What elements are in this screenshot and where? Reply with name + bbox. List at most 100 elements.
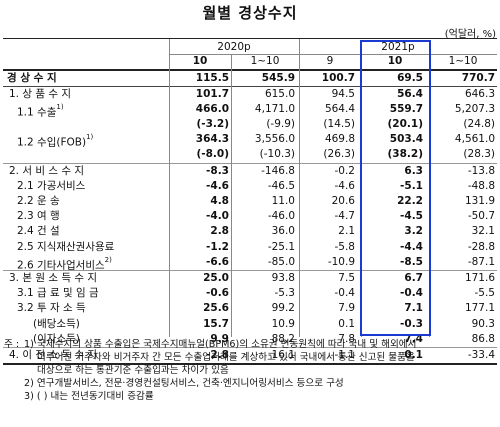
row-label: 3.2 투 자 소 득	[17, 302, 86, 315]
row-label: (이자소득)	[33, 332, 80, 345]
cell-col-5: 90.3	[471, 317, 495, 330]
cell-col-3: -4.7	[334, 210, 356, 223]
table-body: 경 상 수 지 115.5 545.9 100.7 69.5 770.7 1. 상 품 수 …	[3, 71, 497, 365]
cell-col-1: 9.9	[210, 332, 229, 345]
cell-col-3: -10.9	[327, 255, 355, 268]
cell-col-4: (20.1)	[387, 118, 423, 131]
header-col-1: 10	[192, 55, 208, 67]
row-label-footnote-mark: 2)	[104, 255, 112, 264]
cell-col-5: 770.7	[461, 71, 495, 84]
cell-col-1: -4.6	[206, 179, 229, 192]
row-label: 2. 서 비 스 수 지	[9, 164, 85, 177]
cell-col-4: 559.7	[389, 102, 423, 115]
header-year-2020: 2020p	[217, 41, 251, 53]
row-label: 경 상 수 지	[7, 71, 57, 84]
cell-col-1: -4.0	[206, 210, 229, 223]
cell-col-2: 11.0	[271, 195, 295, 207]
header-col-3: 9	[326, 55, 334, 67]
cell-col-2: -146.8	[261, 164, 295, 177]
table-row: 3.2 투 자 소 득 25.6 99.2 7.9 7.1 177.1	[3, 301, 497, 316]
cell-col-5: 4,561.0	[454, 133, 495, 146]
table-row: 4. 이 전 소 득 수 지 -2.8 -16.1 -1.1 0.1 -33.4	[3, 348, 497, 363]
row-label: 2.4 건 설	[17, 225, 60, 238]
cell-col-1: 115.5	[195, 71, 229, 84]
footnotes: 주 : 1) 국제수지의 상품 수출입은 국제수지매뉴얼(BPM6)의 소유권 …	[4, 338, 496, 403]
cell-col-4: -5.1	[400, 179, 423, 192]
cell-col-5: (28.3)	[463, 148, 495, 161]
row-label: 3. 본 원 소 득 수 지	[9, 271, 98, 284]
cell-col-4: 6.3	[404, 164, 423, 177]
table-row: 2.5 지식재산권사용료 -1.2 -25.1 -5.8 -4.4 -28.8	[3, 240, 497, 255]
row-label: 2.2 운 송	[17, 195, 60, 207]
header-col-4: 10	[387, 55, 403, 67]
cell-col-4: 0.1	[404, 348, 423, 361]
table-row: 2.3 여 행 -4.0 -46.0 -4.7 -4.5 -50.7	[3, 209, 497, 224]
table-row: (-8.0) (-10.3) (26.3) (38.2) (28.3)	[3, 147, 497, 162]
footnote-2: 2) 연구개발서비스, 전문·경영컨설팅서비스, 건축·엔지니어링서비스 등으로…	[24, 378, 344, 389]
cell-col-2: 615.0	[264, 87, 295, 100]
cell-col-1: -8.3	[206, 164, 229, 177]
cell-col-5: -5.5	[474, 287, 496, 300]
table-row: 1.2 수입(FOB)1) 364.3 3,556.0 469.8 503.4 4,561…	[3, 132, 497, 149]
header-col-2: 1~10	[250, 55, 280, 67]
cell-col-2: -46.0	[267, 210, 295, 223]
table-row: 경 상 수 지 115.5 545.9 100.7 69.5 770.7	[3, 71, 497, 86]
row-label: 1.1 수출	[17, 106, 57, 119]
row-label: 1.2 수입(FOB)	[17, 136, 87, 149]
cell-col-2: 3,556.0	[254, 133, 295, 146]
cell-col-1: 466.0	[195, 102, 229, 115]
cell-col-3: 20.6	[331, 195, 355, 207]
cell-col-5: -33.4	[467, 348, 495, 361]
cell-col-2: -85.0	[267, 255, 295, 268]
cell-col-2: -16.1	[267, 348, 295, 361]
cell-col-1: 15.7	[203, 317, 229, 330]
table-row: 2.1 가공서비스 -4.6 -46.5 -4.6 -5.1 -48.8	[3, 179, 497, 194]
cell-col-5: -48.8	[467, 179, 495, 192]
row-label: (배당소득)	[33, 317, 80, 330]
cell-col-5: 646.3	[464, 87, 495, 100]
cell-col-2: -25.1	[267, 240, 295, 253]
cell-col-4: 69.5	[397, 71, 423, 84]
cell-col-4: 56.4	[397, 87, 423, 100]
cell-col-3: -1.1	[334, 348, 356, 361]
footnote-1-line-2: 이루어진 거주자와 비거주자 간 모든 수출입거래를 계상하고 있어 국내에서 …	[37, 352, 415, 363]
table-row: 2. 서 비 스 수 지 -8.3 -146.8 -0.2 6.3 -13.8	[3, 164, 497, 179]
row-label-footnote-mark: 1)	[56, 102, 64, 111]
cell-col-3: -4.6	[334, 179, 356, 192]
table-row: 1. 상 품 수 지 101.7 615.0 94.5 56.4 646.3	[3, 87, 497, 102]
row-label: 2.5 지식재산권사용료	[17, 240, 115, 253]
cell-col-4: -0.4	[400, 287, 423, 300]
cell-col-5: 5,207.3	[454, 102, 495, 115]
cell-col-1: -1.2	[206, 240, 229, 253]
cell-col-4: -8.5	[400, 255, 423, 268]
cell-col-5: 177.1	[464, 302, 495, 315]
cell-col-2: 545.9	[261, 71, 295, 84]
current-account-table: 2020p 2021p 10 1~10 9 10 1~10 경 상 수 지 115…	[3, 38, 497, 365]
cell-col-1: (-3.2)	[196, 118, 229, 131]
row-label: 3.1 급 료 및 임 금	[17, 287, 99, 300]
cell-col-4: 7.1	[404, 302, 423, 315]
cell-col-1: 2.8	[210, 225, 229, 238]
row-label: 1. 상 품 수 지	[9, 87, 72, 100]
cell-col-1: -0.6	[206, 287, 229, 300]
footnote-prefix: 주 :	[4, 339, 20, 350]
unit-label: (억달러, %)	[444, 29, 496, 40]
cell-col-5: 131.9	[464, 195, 495, 207]
row-label-footnote-mark: 1)	[86, 133, 94, 142]
cell-col-1: -6.6	[206, 255, 229, 268]
table-header: 2020p 2021p 10 1~10 9 10 1~10	[3, 39, 497, 69]
cell-col-3: (14.5)	[323, 118, 355, 131]
highlight-box	[360, 40, 431, 336]
cell-col-4: 6.7	[404, 271, 423, 284]
row-label-wrap: 1.2 수입(FOB)1)	[17, 132, 93, 151]
footnote-1-line-3: 대상으로 하는 통관기준 수출입과는 차이가 있음	[37, 365, 229, 376]
cell-col-3: 469.8	[324, 133, 355, 146]
table-row: 3.1 급 료 및 임 금 -0.6 -5.3 -0.4 -0.4 -5.5	[3, 286, 497, 301]
table-row: 3. 본 원 소 득 수 지 25.0 93.8 7.5 6.7 171.6	[3, 271, 497, 286]
cell-col-2: (-9.9)	[266, 118, 295, 131]
cell-col-2: -5.3	[274, 287, 296, 300]
cell-col-4: -4.4	[400, 240, 423, 253]
cell-col-4: -0.3	[400, 317, 423, 330]
cell-col-5: (24.8)	[463, 118, 495, 131]
cell-col-2: (-10.3)	[259, 148, 295, 161]
